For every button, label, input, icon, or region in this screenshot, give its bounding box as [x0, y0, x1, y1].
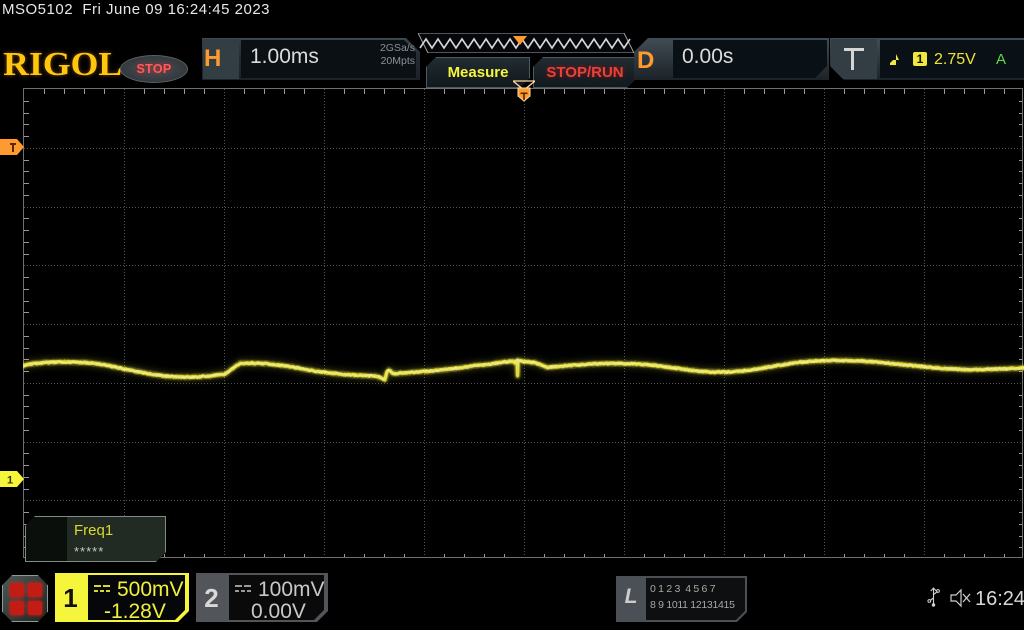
svg-text:1: 1 [7, 475, 13, 487]
